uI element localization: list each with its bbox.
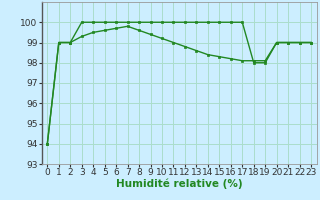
X-axis label: Humidité relative (%): Humidité relative (%) xyxy=(116,179,243,189)
